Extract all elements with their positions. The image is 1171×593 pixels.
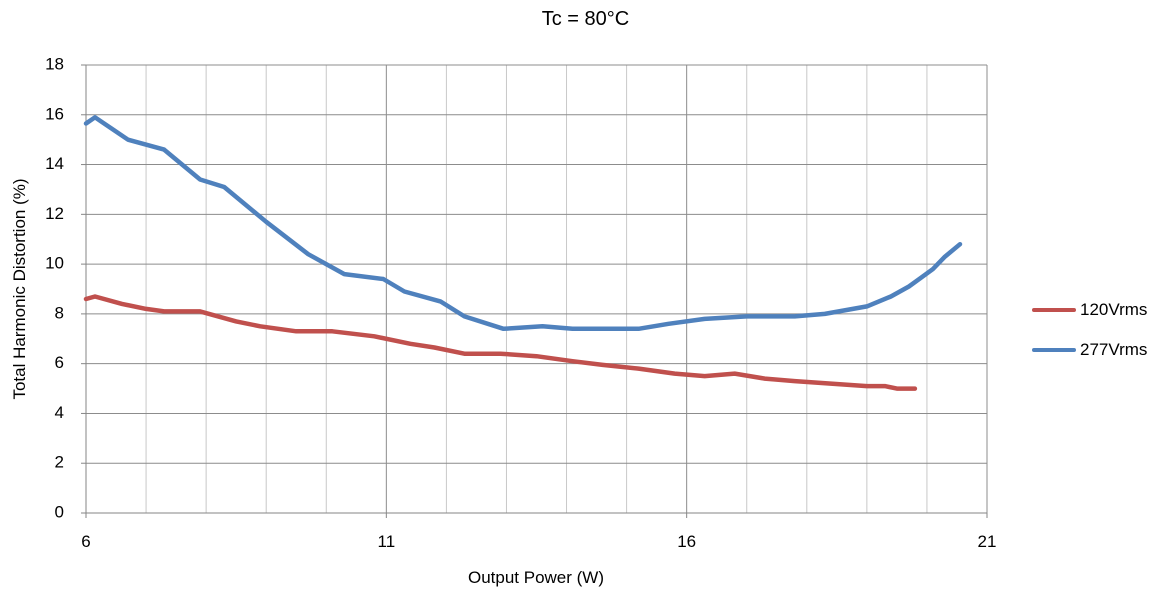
x-axis-title: Output Power (W) [467,568,605,587]
gridlines [85,64,988,514]
y-tick-label: 12 [45,204,64,223]
y-tick-label: 6 [55,353,64,372]
y-tick-label: 4 [55,403,64,422]
y-tick-label: 16 [45,104,64,123]
series-line-120vrms [83,294,918,391]
chart-title: Tc = 80°C [541,8,630,30]
y-tick-label: 0 [55,502,64,521]
legend-label: 120Vrms [1080,300,1148,319]
legend-label: 277Vrms [1080,340,1148,359]
legend-item: 277Vrms [1032,338,1147,362]
series-lines [83,115,963,391]
y-tick-label: 18 [45,54,64,73]
x-tick-label: 6 [81,532,90,551]
x-tick-label: 16 [677,532,696,551]
legend-swatch-277vrms [1032,348,1076,352]
x-tick-label: 11 [378,532,396,551]
y-tick-label: 8 [55,303,64,322]
legend: 120Vrms 277Vrms [1032,298,1147,378]
y-tick-label: 14 [45,154,64,173]
legend-item: 120Vrms [1032,298,1147,322]
y-tick-label: 10 [45,254,64,273]
tick-labels: 0 2 4 6 8 10 12 14 16 18 6 11 16 21 [45,54,996,551]
series-line-277vrms [83,115,963,332]
y-tick-label: 2 [55,453,64,472]
legend-swatch-120vrms [1032,308,1076,312]
x-tick-label: 21 [978,532,997,551]
